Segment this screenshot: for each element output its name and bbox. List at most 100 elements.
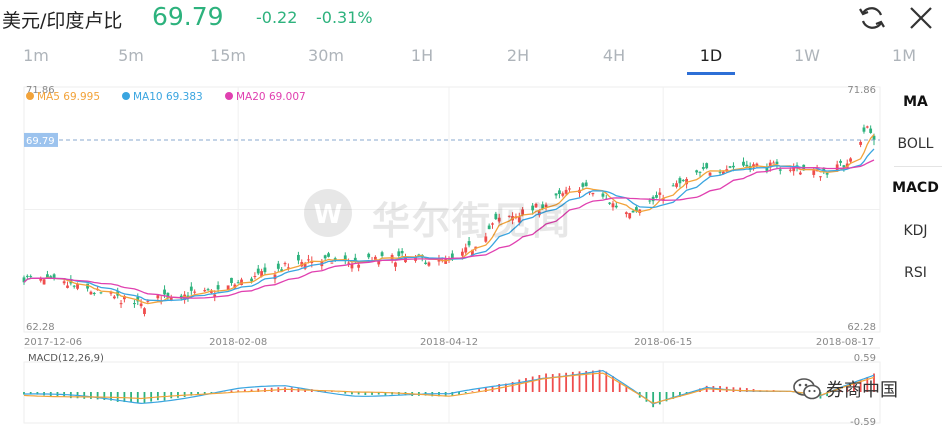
macd-bar: [558, 373, 561, 392]
candle-body: [544, 204, 548, 207]
candle-body: [464, 247, 468, 253]
price-max-label-left: 71.86: [26, 85, 55, 96]
indicator-ma[interactable]: MA: [903, 94, 928, 110]
candle-body: [89, 291, 93, 295]
macd-bar: [585, 370, 588, 392]
tab-1h[interactable]: 1H: [410, 46, 434, 65]
macd-bar: [243, 389, 246, 392]
candle-body: [765, 167, 769, 171]
tab-15m[interactable]: 15m: [210, 46, 246, 65]
date-axis-label: 2018-02-08: [209, 337, 267, 348]
macd-bar: [839, 389, 842, 392]
tab-5m[interactable]: 5m: [118, 46, 144, 65]
tab-4h[interactable]: 4H: [602, 46, 626, 65]
price-chart[interactable]: 71.86 71.86 62.28 62.28 69.79 2017-12-06 2018-…: [0, 78, 884, 428]
moving-average-lines: [23, 134, 880, 305]
macd-bar: [183, 392, 186, 398]
legend-ma5-dot: [26, 92, 34, 100]
candle-body: [136, 296, 140, 302]
close-button[interactable]: [906, 4, 936, 32]
macd-bar: [357, 392, 360, 395]
candle-body: [568, 188, 571, 190]
macd-bar: [612, 376, 614, 392]
legend-ma10-dot: [122, 92, 130, 100]
macd-bar: [170, 392, 173, 399]
candle-body: [119, 303, 123, 305]
candle-body: [628, 213, 632, 219]
candle-body: [541, 204, 545, 209]
tab-1w[interactable]: 1W: [794, 46, 820, 65]
macd-bar: [156, 392, 159, 401]
candle-body: [256, 268, 260, 274]
candle-body: [722, 171, 725, 174]
candle-body: [133, 303, 136, 305]
macd-bar: [190, 392, 193, 396]
macd-bar: [464, 392, 467, 394]
refresh-button[interactable]: [857, 4, 887, 32]
macd-bar: [344, 392, 347, 394]
candle-body: [323, 255, 327, 259]
candle-body: [109, 292, 113, 294]
macd-bar: [324, 391, 327, 392]
indicator-kdj[interactable]: KDJ: [903, 223, 928, 239]
candle-body: [99, 292, 103, 294]
price-min-label-left: 62.28: [26, 322, 55, 333]
candle-body: [839, 160, 842, 163]
candle-body: [862, 127, 866, 132]
candle-body: [467, 241, 471, 246]
indicator-macd[interactable]: MACD: [892, 180, 939, 196]
macd-bar: [565, 372, 568, 392]
candle-body: [835, 164, 839, 170]
macd-bar: [451, 392, 454, 396]
candle-body: [236, 282, 240, 284]
candle-body: [22, 277, 26, 283]
candle-body: [487, 225, 491, 230]
tab-2h[interactable]: 2H: [506, 46, 530, 65]
candle-body: [42, 279, 46, 285]
macd-bar: [83, 392, 86, 399]
tab-30m[interactable]: 30m: [308, 46, 344, 65]
current-price-tag: [24, 132, 58, 147]
candle-body: [564, 189, 568, 194]
candle-body: [728, 166, 732, 168]
macd-bar: [23, 392, 25, 395]
macd-bar: [846, 386, 849, 392]
date-axis-label: 2018-06-15: [634, 337, 692, 348]
legend-ma20-dot: [225, 92, 233, 100]
macd-bar: [384, 392, 387, 396]
candle-body: [494, 213, 498, 220]
macd-bar: [110, 392, 112, 401]
tab-1m[interactable]: 1m: [23, 46, 49, 65]
candle-body: [25, 275, 29, 277]
indicator-rsi[interactable]: RSI: [904, 265, 927, 281]
candle-body: [611, 203, 615, 208]
timeframe-tabs: 1m 5m 15m 30m 1H 2H 4H 1D 1W 1M: [0, 42, 947, 76]
watermark-logo-icon: W: [304, 189, 352, 237]
macd-bar: [826, 392, 829, 397]
tab-1m[interactable]: 1M: [892, 46, 916, 65]
candle-body: [869, 128, 873, 133]
macd-bar: [525, 378, 527, 392]
candle-body: [367, 253, 371, 258]
watermark-text: 华尔街见闻: [372, 198, 573, 243]
candle-body: [671, 185, 675, 187]
candle-body: [507, 215, 511, 217]
macd-min-label: -0.59: [850, 417, 876, 428]
candle-body: [307, 259, 310, 261]
macd-bar: [150, 392, 153, 402]
currency-pair-title: 美元/印度卢比: [2, 10, 123, 32]
indicator-boll[interactable]: BOLL: [897, 136, 934, 152]
tab-1d[interactable]: 1D: [699, 46, 723, 65]
candle-body: [822, 167, 826, 172]
candle-body: [635, 207, 638, 212]
candle-body: [52, 274, 56, 280]
macd-bar: [873, 373, 875, 392]
candle-body: [216, 285, 220, 290]
macd-bar: [130, 392, 132, 402]
svg-text:W: W: [314, 200, 343, 230]
macd-bar: [652, 392, 655, 408]
candle-body: [163, 289, 166, 295]
macd-bar: [250, 389, 253, 392]
candle-body: [768, 162, 772, 168]
candle-body: [534, 203, 538, 208]
